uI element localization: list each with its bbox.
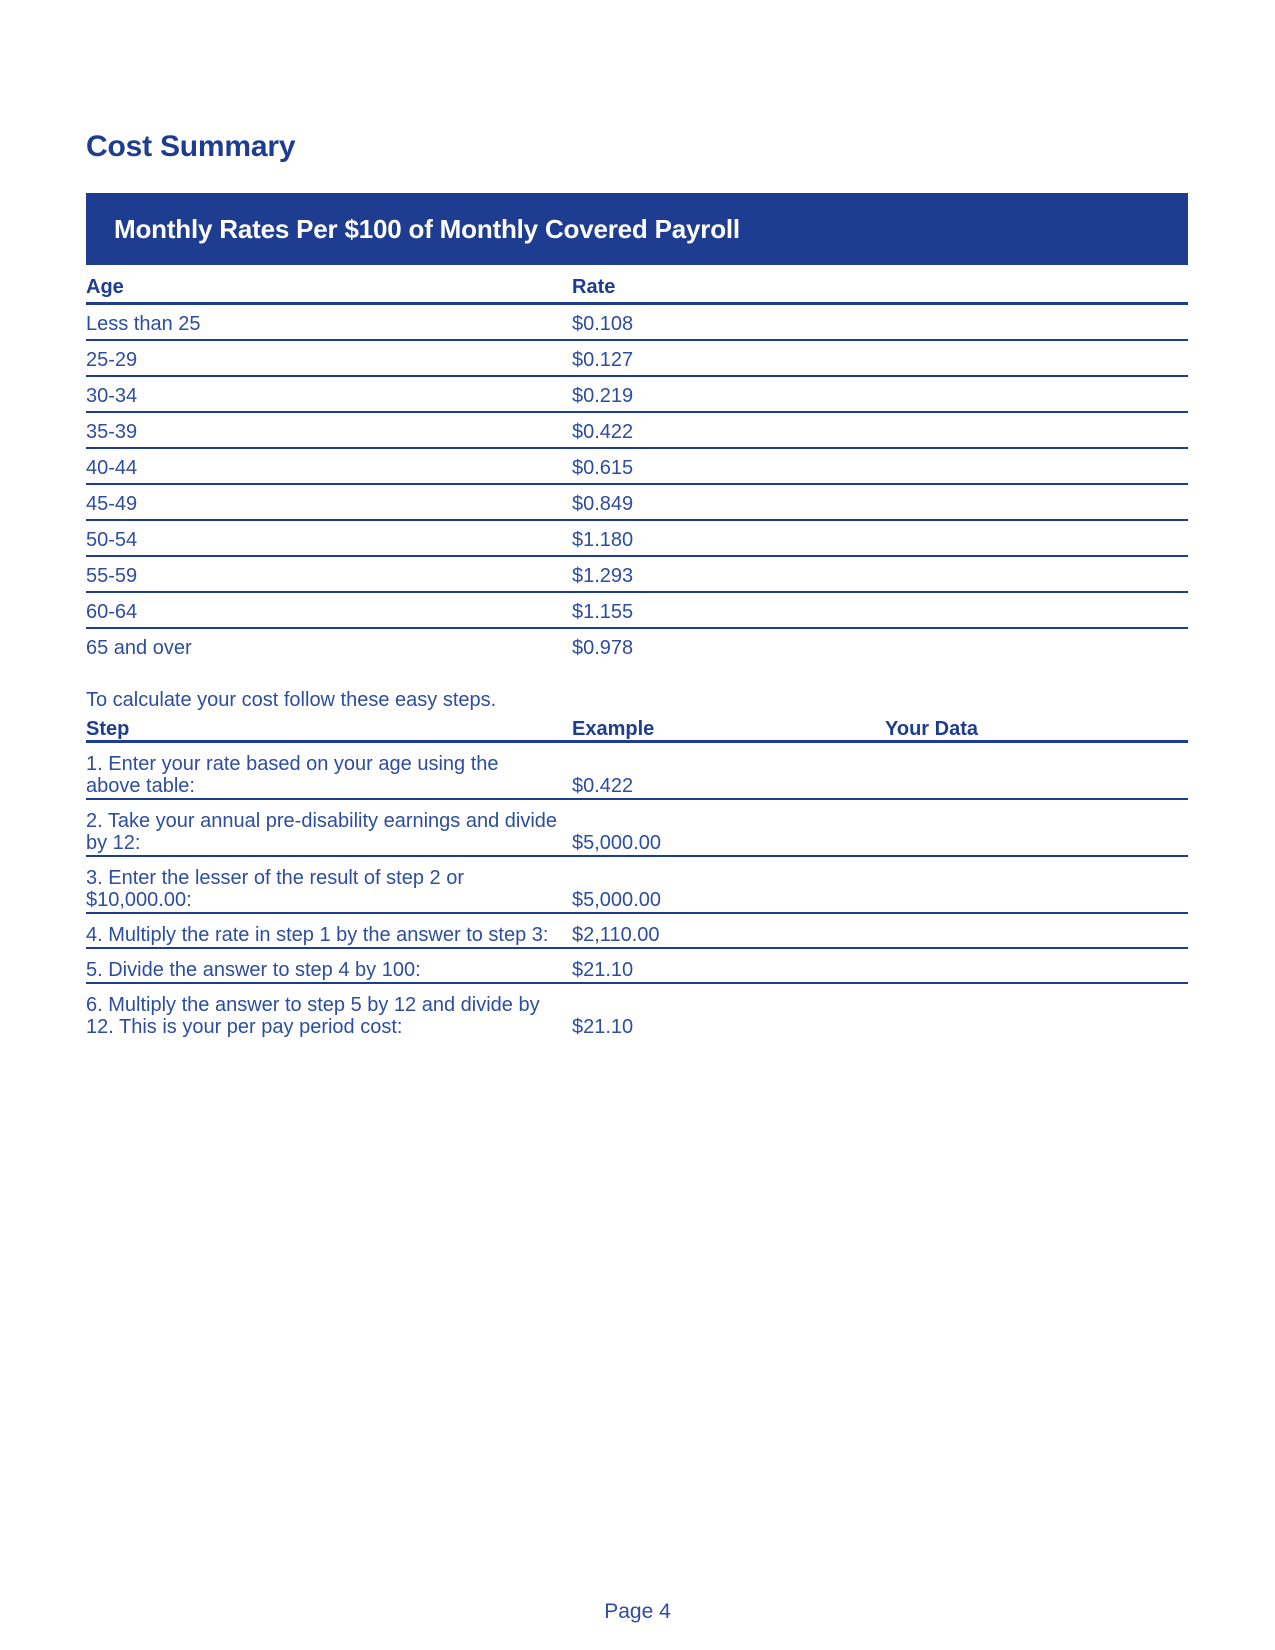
example-cell: $0.422 bbox=[572, 741, 885, 800]
your-data-cell bbox=[885, 948, 1188, 984]
rate-cell: $0.422 bbox=[572, 412, 1188, 449]
age-cell: 35-39 bbox=[86, 412, 572, 449]
page-content: Cost Summary Monthly Rates Per $100 of M… bbox=[86, 0, 1188, 1039]
your-data-cell bbox=[885, 799, 1188, 857]
rates-table-row: 65 and over $0.978 bbox=[86, 628, 1188, 663]
rates-header-row: Age Rate bbox=[86, 265, 1188, 305]
age-cell: 40-44 bbox=[86, 448, 572, 485]
rates-table-row: 35-39 $0.422 bbox=[86, 412, 1188, 449]
age-cell: 45-49 bbox=[86, 484, 572, 521]
rates-table-row: 25-29 $0.127 bbox=[86, 340, 1188, 377]
rates-table-row: 45-49 $0.849 bbox=[86, 484, 1188, 521]
page-footer: Page 4 bbox=[604, 1600, 671, 1623]
age-cell: 25-29 bbox=[86, 340, 572, 377]
step-cell: 3. Enter the lesser of the result of ste… bbox=[86, 856, 572, 914]
page-title: Cost Summary bbox=[86, 130, 296, 163]
rates-table-row: 30-34 $0.219 bbox=[86, 376, 1188, 413]
age-cell: 50-54 bbox=[86, 520, 572, 557]
age-cell: 30-34 bbox=[86, 376, 572, 413]
rate-cell: $1.155 bbox=[572, 592, 1188, 629]
your-data-column-header: Your Data bbox=[885, 712, 1188, 743]
steps-table-row: 3. Enter the lesser of the result of ste… bbox=[86, 856, 1188, 914]
rates-table-row: 50-54 $1.180 bbox=[86, 520, 1188, 557]
rate-cell: $0.219 bbox=[572, 376, 1188, 413]
rates-table-row: 40-44 $0.615 bbox=[86, 448, 1188, 485]
steps-table-row: 1. Enter your rate based on your age usi… bbox=[86, 741, 1188, 800]
example-cell: $5,000.00 bbox=[572, 856, 885, 914]
rates-table-body: Less than 25 $0.108 25-29 $0.127 30-34 $… bbox=[86, 303, 1188, 664]
rate-cell: $0.615 bbox=[572, 448, 1188, 485]
rate-cell: $1.293 bbox=[572, 556, 1188, 593]
step-cell: 2. Take your annual pre-disability earni… bbox=[86, 799, 572, 857]
steps-table: Step Example Your Data 1. Enter your rat… bbox=[86, 712, 1188, 1039]
steps-table-row: 4. Multiply the rate in step 1 by the an… bbox=[86, 913, 1188, 949]
steps-table-body: 1. Enter your rate based on your age usi… bbox=[86, 741, 1188, 1040]
age-cell: Less than 25 bbox=[86, 303, 572, 341]
rates-banner: Monthly Rates Per $100 of Monthly Covere… bbox=[86, 193, 1188, 265]
age-cell: 55-59 bbox=[86, 556, 572, 593]
rate-cell: $0.127 bbox=[572, 340, 1188, 377]
rate-cell: $1.180 bbox=[572, 520, 1188, 557]
age-cell: 60-64 bbox=[86, 592, 572, 629]
rates-banner-title: Monthly Rates Per $100 of Monthly Covere… bbox=[114, 214, 740, 244]
age-cell: 65 and over bbox=[86, 637, 192, 659]
age-column-header: Age bbox=[86, 265, 572, 305]
step-column-header: Step bbox=[86, 712, 572, 743]
example-cell: $2,110.00 bbox=[572, 913, 885, 949]
example-column-header: Example bbox=[572, 712, 885, 743]
rate-cell: $0.108 bbox=[572, 303, 1188, 341]
your-data-cell bbox=[885, 856, 1188, 914]
your-data-cell bbox=[885, 741, 1188, 800]
rate-column-header: Rate bbox=[572, 265, 1188, 305]
example-cell: $5,000.00 bbox=[572, 799, 885, 857]
rate-cell: $0.849 bbox=[572, 484, 1188, 521]
example-cell: $21.10 bbox=[572, 1016, 634, 1038]
steps-table-row: 2. Take your annual pre-disability earni… bbox=[86, 799, 1188, 857]
rates-table-row: 55-59 $1.293 bbox=[86, 556, 1188, 593]
step-cell: 6. Multiply the answer to step 5 by 12 a… bbox=[86, 994, 540, 1038]
steps-table-row: 6. Multiply the answer to step 5 by 12 a… bbox=[86, 983, 1188, 1039]
steps-header-row: Step Example Your Data bbox=[86, 712, 1188, 743]
step-cell: 4. Multiply the rate in step 1 by the an… bbox=[86, 913, 572, 949]
your-data-cell bbox=[885, 983, 1188, 1039]
step-cell: 5. Divide the answer to step 4 by 100: bbox=[86, 948, 572, 984]
your-data-cell bbox=[885, 913, 1188, 949]
rates-table-row: 60-64 $1.155 bbox=[86, 592, 1188, 629]
steps-table-row: 5. Divide the answer to step 4 by 100: $… bbox=[86, 948, 1188, 984]
rate-cell: $0.978 bbox=[572, 637, 634, 659]
example-cell: $21.10 bbox=[572, 948, 885, 984]
step-cell: 1. Enter your rate based on your age usi… bbox=[86, 741, 572, 800]
steps-intro-text: To calculate your cost follow these easy… bbox=[86, 689, 497, 711]
rates-table: Age Rate Less than 25 $0.108 25-29 $0.12… bbox=[86, 265, 1188, 663]
rates-table-row: Less than 25 $0.108 bbox=[86, 303, 1188, 341]
